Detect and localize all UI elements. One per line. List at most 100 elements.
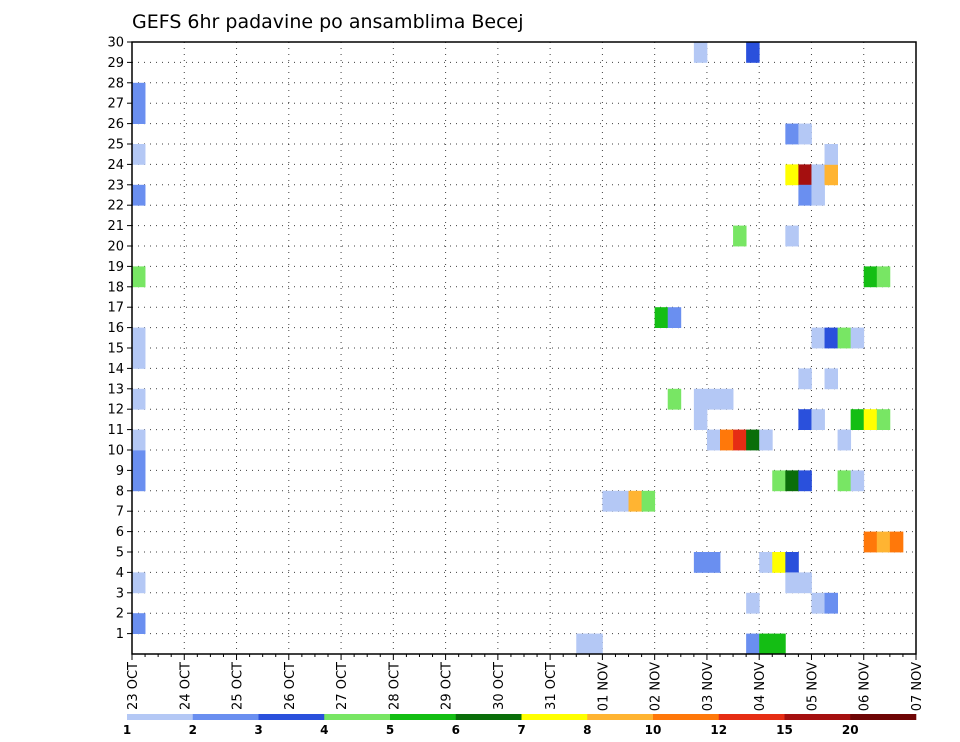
heatmap-cell	[863, 266, 878, 288]
x-tick-label: 07 NOV	[910, 662, 925, 711]
heatmap-cell	[733, 225, 747, 247]
heatmap-cell	[798, 572, 812, 594]
heatmap-cell	[785, 572, 799, 594]
heatmap-cell	[602, 490, 616, 512]
y-tick-label: 9	[116, 464, 124, 479]
legend-label: 3	[254, 723, 262, 737]
y-tick-label: 18	[107, 280, 124, 295]
y-tick-label: 5	[116, 546, 124, 561]
y-tick-label: 8	[116, 484, 124, 499]
legend-swatch	[653, 714, 720, 720]
y-tick-label: 13	[107, 382, 124, 397]
y-tick-label: 7	[116, 505, 124, 520]
heatmap-cell	[824, 164, 838, 186]
heatmap-cell	[706, 429, 721, 451]
y-tick-label: 10	[107, 444, 124, 459]
x-tick-label: 05 NOV	[805, 662, 820, 711]
heatmap-cell	[798, 184, 812, 206]
y-tick-label: 15	[107, 342, 124, 357]
heatmap-cell	[576, 633, 590, 655]
y-tick-label: 25	[107, 138, 124, 153]
heatmap-cell	[641, 490, 656, 512]
heatmap-cell	[759, 552, 773, 573]
y-tick-label: 26	[107, 117, 124, 132]
legend-swatch	[521, 714, 588, 720]
heatmap-cell	[132, 470, 146, 492]
heatmap-cell	[132, 388, 146, 410]
heatmap-cell	[746, 42, 760, 63]
legend-label: 20	[842, 723, 859, 737]
legend-label: 2	[189, 723, 197, 737]
heatmap-cell	[850, 470, 865, 492]
y-tick-label: 27	[107, 97, 124, 112]
y-tick-label: 30	[107, 36, 124, 51]
heatmap-cell	[798, 123, 812, 145]
y-tick-label: 1	[116, 627, 124, 642]
heatmap-cell	[863, 409, 878, 430]
heatmap-cell	[798, 164, 812, 186]
y-tick-label: 20	[107, 240, 124, 255]
heatmap-cell	[785, 470, 799, 492]
x-tick-label: 06 NOV	[858, 662, 873, 711]
heatmap-cell	[132, 103, 146, 124]
heatmap-cell	[589, 633, 603, 655]
legend-swatch	[718, 714, 785, 720]
heatmap-cell	[876, 266, 891, 288]
legend-label: 8	[583, 723, 591, 737]
heatmap-cell	[628, 490, 642, 512]
legend-swatch	[784, 714, 851, 720]
heatmap-cell	[850, 409, 865, 430]
heatmap-cell	[706, 552, 721, 573]
heatmap-cell	[798, 470, 812, 492]
heatmap-cell	[132, 348, 146, 369]
heatmap-cell	[824, 592, 838, 614]
y-tick-label: 2	[116, 607, 124, 622]
heatmap-cell	[654, 307, 669, 328]
heatmap-cell	[759, 429, 773, 451]
heatmap-cell	[693, 388, 708, 410]
x-tick-label: 04 NOV	[753, 662, 768, 711]
x-tick-label: 02 NOV	[649, 662, 664, 711]
x-axis-ticks: 23 OCT 24 OCT 25 OCT 26 OCT 27 OCT 28 OCT 29 O…	[126, 654, 925, 711]
legend-swatch	[587, 714, 654, 720]
x-tick-label: 29 OCT	[440, 662, 455, 710]
legend-swatch	[455, 714, 522, 720]
heatmap-cell	[132, 429, 146, 451]
x-tick-label: 31 OCT	[544, 662, 559, 710]
heatmap-cell	[772, 633, 786, 655]
heatmap-cell	[706, 388, 721, 410]
heatmap-cell	[132, 184, 146, 206]
heatmap-cell	[132, 266, 146, 288]
x-tick-label: 26 OCT	[283, 662, 298, 710]
y-tick-label: 28	[107, 76, 124, 91]
x-tick-label: 28 OCT	[387, 662, 402, 710]
heatmap-cell	[863, 531, 878, 553]
heatmap-cell	[850, 327, 865, 349]
legend-swatch	[850, 714, 917, 720]
heatmap-cell	[132, 327, 146, 349]
heatmap-cell	[837, 470, 852, 492]
heatmap-cell	[733, 429, 747, 451]
heatmap-cell	[132, 572, 146, 594]
heatmap-cells	[132, 42, 904, 655]
x-tick-label: 30 OCT	[492, 662, 507, 710]
heatmap-cell	[798, 409, 812, 430]
y-tick-label: 14	[107, 362, 124, 377]
y-tick-label: 23	[107, 178, 124, 193]
heatmap-cell	[693, 409, 708, 430]
y-tick-label: 6	[116, 525, 124, 540]
heatmap-cell	[824, 144, 838, 165]
legend-label: 15	[776, 723, 793, 737]
y-tick-label: 17	[107, 301, 124, 316]
legend-label: 7	[517, 723, 525, 737]
y-tick-label: 19	[107, 260, 124, 275]
heatmap-cell	[837, 429, 852, 451]
heatmap-cell	[811, 592, 825, 614]
heatmap-cell	[667, 307, 682, 328]
color-legend: 1 2 3 4 5 6 7 8 10 12 15 20	[123, 714, 917, 737]
x-tick-label: 27 OCT	[335, 662, 350, 710]
heatmap-cell	[798, 368, 812, 390]
heatmap-cell	[785, 225, 799, 247]
heatmap-cell	[811, 409, 825, 430]
